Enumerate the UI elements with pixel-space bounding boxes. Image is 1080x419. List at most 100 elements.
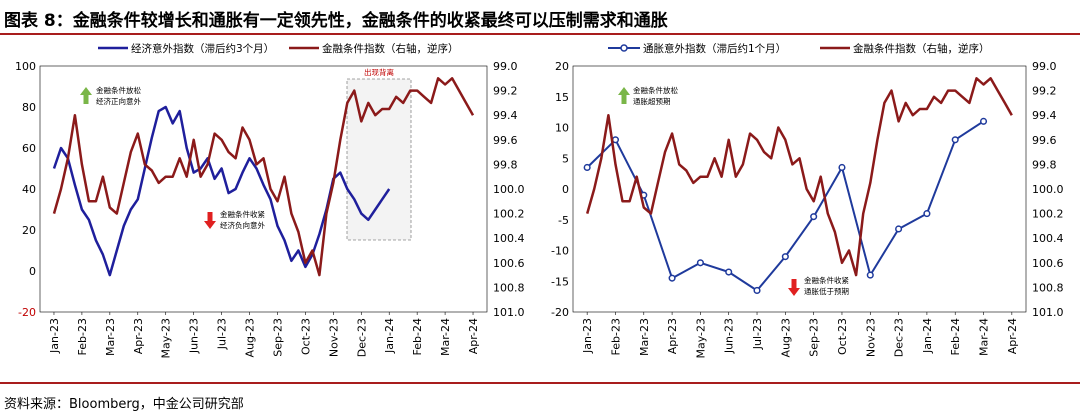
right-tick-label: 101.0	[1032, 306, 1064, 319]
left-tick-label: 40	[22, 183, 36, 196]
right-tick-label: 99.8	[493, 158, 518, 171]
right-tick-label: 99.2	[493, 85, 518, 98]
x-tick-label: Jan-24	[921, 318, 934, 354]
left-tick-label: 100	[15, 60, 36, 73]
x-tick-label: Aug-23	[244, 318, 257, 357]
x-tick-label: Mar-24	[978, 318, 991, 356]
legend-label-inflation: 通胀意外指数（滞后约1个月）	[643, 42, 786, 55]
down-arrow-icon	[788, 279, 800, 296]
right-tick-label: 99.2	[1032, 85, 1057, 98]
series-lines	[52, 77, 475, 277]
up-arrow-icon	[618, 87, 630, 104]
x-tick-label: May-23	[694, 318, 707, 359]
annotation-up-line1: 金融条件放松	[96, 85, 141, 95]
left-tick-label: -20	[551, 306, 569, 319]
right-tick-label: 99.4	[493, 109, 518, 122]
right-tick-label: 99.4	[1032, 109, 1057, 122]
legend-label-finance: 金融条件指数（右轴，逆序）	[853, 42, 990, 55]
left-tick-label: 15	[555, 91, 569, 104]
x-tick-label: Jun-23	[188, 318, 201, 354]
series-line-inflation	[586, 120, 985, 292]
right-tick-label: 100.2	[493, 208, 525, 221]
right-tick-label: 99.6	[493, 134, 518, 147]
right-tick-label: 100.2	[1032, 208, 1064, 221]
left-tick-label: 0	[562, 183, 569, 196]
right-tick-label: 99.6	[1032, 134, 1057, 147]
right-tick-label: 100.0	[1032, 183, 1064, 196]
left-tick-label: 80	[22, 101, 36, 114]
x-tick-label: Jan-23	[581, 318, 594, 354]
figure-source: 资料来源：Bloomberg，中金公司研究部	[4, 397, 244, 412]
x-axis-ticks: Jan-23 Feb-23 Mar-23 Apr-23 May-23 Jun-23 Jul-…	[48, 312, 480, 359]
up-arrow-icon	[80, 87, 92, 104]
x-tick-label: Jan-24	[383, 318, 396, 354]
right-axis-ticks: 99.0 99.2 99.4 99.6 99.8 100.0 100.2 100.4 100.6…	[493, 60, 525, 319]
left-tick-label: 20	[555, 60, 569, 73]
x-tick-label: Apr-24	[467, 318, 480, 354]
right-axis-ticks: 99.0 99.2 99.4 99.6 99.8 100.0 100.2 100.4 100.6…	[1032, 60, 1064, 319]
right-tick-label: 100.4	[493, 232, 525, 245]
left-tick-label: -5	[558, 214, 569, 227]
legend-label-finance: 金融条件指数（右轴，逆序）	[322, 42, 459, 55]
left-tick-label: -15	[551, 275, 569, 288]
data-point	[810, 213, 818, 221]
x-axis-ticks: Jan-23 Feb-23 Mar-23 Apr-23 May-23 Jun-23 Jul-…	[581, 312, 1019, 359]
right-tick-label: 100.8	[493, 281, 525, 294]
series-lines	[583, 77, 1013, 295]
legend-marker-inflation	[620, 44, 628, 52]
right-tick-label: 100.6	[1032, 257, 1064, 270]
x-tick-label: Apr-23	[666, 318, 679, 354]
x-tick-label: Jun-23	[723, 318, 736, 354]
data-point	[668, 274, 676, 282]
left-tick-label: 60	[22, 142, 36, 155]
x-tick-label: Dec-23	[893, 318, 906, 357]
data-point	[951, 136, 959, 144]
x-tick-label: Oct-23	[299, 318, 312, 355]
annotation-down-line1: 金融条件收紧	[220, 209, 265, 219]
data-point	[583, 163, 591, 172]
right-tick-label: 100.8	[1032, 281, 1064, 294]
x-tick-label: Mar-23	[104, 318, 117, 356]
data-point	[753, 286, 761, 295]
data-point	[611, 136, 620, 144]
data-point	[979, 117, 988, 125]
x-tick-label: Oct-23	[836, 318, 849, 355]
x-tick-label: Feb-24	[949, 318, 962, 355]
left-tick-label: 10	[555, 122, 569, 135]
down-arrow-icon	[204, 212, 216, 229]
title-divider	[0, 33, 1080, 35]
right-tick-label: 100.4	[1032, 232, 1064, 245]
right-tick-label: 100.6	[493, 257, 525, 270]
right-tick-label: 99.0	[1032, 60, 1057, 73]
annotation-down-line1: 金融条件收紧	[804, 275, 849, 285]
x-tick-label: May-23	[160, 318, 173, 359]
x-tick-label: Apr-23	[132, 318, 145, 354]
x-tick-label: Feb-23	[609, 318, 622, 355]
left-axis-ticks: -20 -15 -10 -5 0 5 10 15 20	[551, 60, 569, 319]
divergence-label: 出现背离	[364, 67, 394, 77]
x-tick-label: Nov-23	[327, 318, 340, 357]
x-tick-label: Sep-23	[808, 318, 821, 357]
x-tick-label: Aug-23	[779, 318, 792, 357]
data-point	[725, 268, 733, 276]
x-tick-label: Mar-24	[439, 318, 452, 356]
data-point	[866, 271, 874, 279]
x-tick-label: Apr-24	[1006, 318, 1019, 354]
chart-inflation-vs-financial-conditions: -20 -15 -10 -5 0 5 10 15 20 99.0 99.2 99.4 99.6 99.8…	[551, 42, 1063, 359]
x-tick-label: Feb-24	[411, 318, 424, 355]
x-tick-label: Sep-23	[271, 318, 284, 357]
right-tick-label: 99.0	[493, 60, 518, 73]
legend-label-growth: 经济意外指数（滞后约3个月）	[131, 42, 274, 55]
x-tick-label: Dec-23	[355, 318, 368, 357]
left-tick-label: 0	[29, 265, 36, 278]
left-axis-ticks: -20 0 20 40 60 80 100	[15, 60, 36, 319]
left-tick-label: -10	[551, 245, 569, 258]
data-point	[696, 259, 704, 267]
data-point	[781, 253, 789, 261]
x-tick-label: Jan-23	[48, 318, 61, 354]
x-tick-label: Mar-23	[638, 318, 651, 356]
annotation-up-line2: 通胀超预期	[633, 96, 671, 106]
plot-area-right	[572, 65, 1027, 313]
